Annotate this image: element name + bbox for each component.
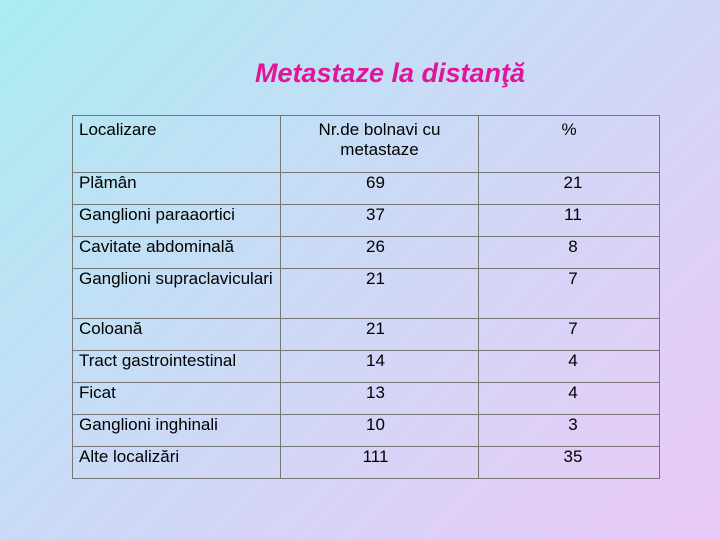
cell-pct: 8	[478, 236, 660, 269]
cell-localizare: Coloană	[72, 318, 281, 351]
cell-pct: 7	[478, 318, 660, 351]
header-percent: %	[478, 115, 660, 173]
table-header-row: Localizare Nr.de bolnavi cu metastaze %	[72, 115, 660, 173]
cell-localizare: Plămân	[72, 172, 281, 205]
cell-localizare: Ficat	[72, 382, 281, 415]
table-row: Plămân 69 21	[72, 172, 660, 205]
table-row: Cavitate abdominală 26 8	[72, 236, 660, 269]
page-title: Metastaze la distanţă	[254, 58, 526, 88]
cell-pct-value: 7	[568, 319, 578, 338]
cell-nr-value: 14	[366, 351, 385, 370]
cell-pct-value: 3	[568, 415, 578, 434]
cell-nr-value: 21	[366, 319, 385, 338]
cell-pct: 11	[478, 204, 660, 237]
cell-nr-value: 69	[366, 173, 385, 192]
cell-nr-value: 26	[366, 237, 385, 256]
cell-nr-value: 37	[366, 205, 385, 224]
cell-pct: 35	[478, 446, 660, 479]
table-row: Tract gastrointestinal 14 4	[72, 350, 660, 383]
cell-nr: 10	[280, 414, 479, 447]
cell-pct-value: 21	[563, 173, 583, 192]
table-row: Alte localizări 111 35	[72, 446, 660, 479]
table-row: Coloană 21 7	[72, 318, 660, 351]
header-nr-bolnavi: Nr.de bolnavi cu metastaze	[280, 115, 479, 173]
cell-pct-value: 4	[568, 383, 578, 402]
cell-nr: 26	[280, 236, 479, 269]
cell-nr-value: 13	[366, 383, 385, 402]
cell-nr: 111	[280, 446, 479, 479]
cell-pct: 21	[478, 172, 660, 205]
cell-nr: 21	[280, 268, 479, 319]
cell-pct-value: 7	[568, 269, 578, 288]
cell-pct-value: 35	[563, 447, 583, 466]
cell-nr-value: 21	[366, 269, 385, 288]
cell-nr: 14	[280, 350, 479, 383]
cell-pct: 4	[478, 350, 660, 383]
cell-pct-value: 11	[564, 205, 582, 224]
cell-localizare: Ganglioni inghinali	[72, 414, 281, 447]
cell-nr: 21	[280, 318, 479, 351]
header-localizare: Localizare	[72, 115, 281, 173]
cell-localizare: Ganglioni supraclaviculari	[72, 268, 281, 319]
cell-localizare: Cavitate abdominală	[72, 236, 281, 269]
cell-localizare: Ganglioni paraaortici	[72, 204, 281, 237]
metastases-table: Localizare Nr.de bolnavi cu metastaze % …	[72, 115, 660, 479]
table-row: Ganglioni supraclaviculari 21 7	[72, 268, 660, 319]
cell-localizare: Tract gastrointestinal	[72, 350, 281, 383]
cell-pct-value: 8	[568, 237, 578, 256]
cell-pct: 4	[478, 382, 660, 415]
cell-pct: 3	[478, 414, 660, 447]
cell-nr-value: 111	[362, 447, 389, 466]
cell-pct-value: 4	[568, 351, 578, 370]
cell-nr-value: 10	[366, 415, 385, 434]
cell-nr: 13	[280, 382, 479, 415]
table-row: Ganglioni inghinali 10 3	[72, 414, 660, 447]
cell-nr: 69	[280, 172, 479, 205]
table-row: Ganglioni paraaortici 37 11	[72, 204, 660, 237]
table-row: Ficat 13 4	[72, 382, 660, 415]
cell-pct: 7	[478, 268, 660, 319]
cell-nr: 37	[280, 204, 479, 237]
cell-localizare: Alte localizări	[72, 446, 281, 479]
